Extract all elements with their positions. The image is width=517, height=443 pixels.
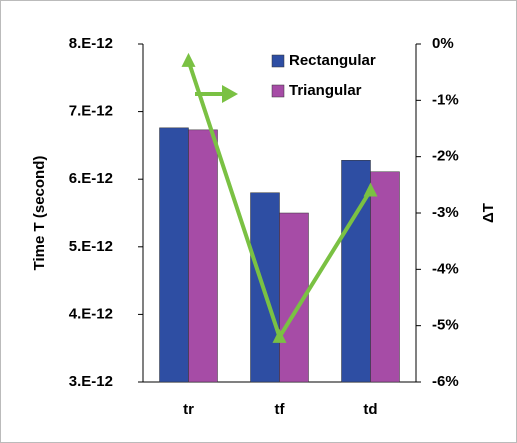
y2-tick-label: -6%	[432, 373, 459, 390]
y2-tick-label: -3%	[432, 204, 459, 221]
y-tick-label: 4.E-12	[69, 305, 113, 322]
legend-label: Rectangular	[289, 52, 376, 69]
line-marker	[363, 182, 378, 197]
x-tick-label: tf	[275, 401, 286, 418]
bar	[159, 127, 189, 383]
x-tick-label: td	[363, 401, 377, 418]
y-tick-label: 6.E-12	[69, 170, 113, 187]
bar	[188, 129, 218, 383]
y-tick-label: 8.E-12	[69, 35, 113, 52]
y-tick-label: 5.E-12	[69, 238, 113, 255]
y-tick-label: 7.E-12	[69, 103, 113, 120]
y2-tick-label: -1%	[432, 91, 459, 108]
y2-tick-label: 0%	[432, 35, 454, 52]
y2-tick-label: -5%	[432, 317, 459, 334]
y2-tick-label: -2%	[432, 148, 459, 165]
y-tick-label: 3.E-12	[69, 373, 113, 390]
bar	[370, 171, 400, 383]
legend-swatch	[271, 54, 285, 68]
legend-label: Triangular	[289, 82, 362, 99]
line-marker	[272, 328, 287, 343]
x-tick-label: tr	[183, 401, 194, 418]
legend-swatch	[271, 84, 285, 98]
line-marker	[181, 52, 196, 67]
y-axis-label: Time T (second)	[31, 156, 48, 271]
y2-tick-label: -4%	[432, 260, 459, 277]
y2-axis-label: ΔT	[480, 203, 497, 223]
